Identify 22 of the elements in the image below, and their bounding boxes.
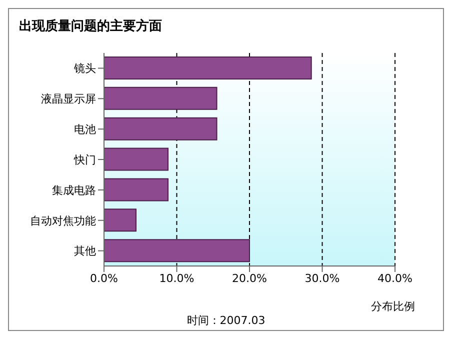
y-tick-label: 镜头 [73,62,96,76]
x-axis-title: 分布比例 [371,299,415,314]
x-tick-label: 10.0% [159,272,194,285]
bar [104,148,169,171]
y-tick-label: 液晶显示屏 [41,92,96,106]
bar [104,178,169,202]
text: 时间：2007.03 [186,313,266,328]
x-tick-label: 30.0% [304,272,340,285]
y-tick-label: 其他 [74,244,96,258]
x-tick-label: 0.0% [90,272,118,285]
y-tick-label: 快门 [73,153,96,166]
bar [104,239,250,262]
y-tick-label: 自动对焦功能 [30,214,96,228]
bar [104,86,218,110]
bar [104,56,312,80]
x-tick-label: 20.0% [232,272,267,285]
bar [104,208,137,232]
chart-title: 出现质量问题的主要方面 [19,18,162,35]
x-tick-label: 40.0% [378,272,412,285]
y-tick-label: 电池 [74,122,96,136]
bar [104,117,218,140]
y-tick-label: 集成电路 [52,184,96,197]
